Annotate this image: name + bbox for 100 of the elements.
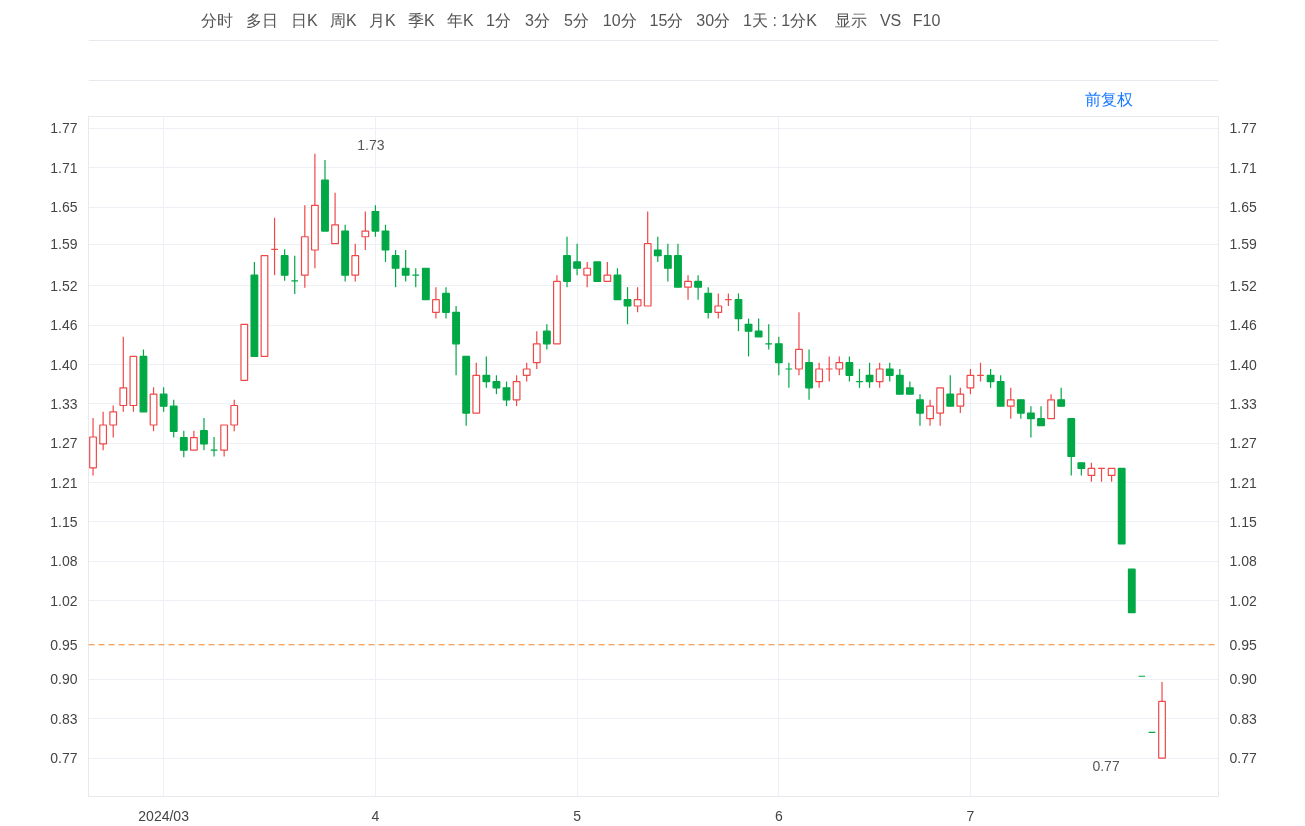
candlestick (532, 330, 541, 370)
y2-tick-label: 1.77 (1229, 120, 1257, 137)
text: 15分 (649, 12, 684, 29)
candlestick (684, 274, 692, 301)
candlestick (956, 387, 965, 414)
candlestick (633, 286, 642, 313)
y-tick-label: 0.77 (50, 750, 78, 767)
y-tick-label: 0.83 (50, 710, 78, 727)
candlestick (845, 355, 854, 383)
candlestick (1016, 399, 1025, 420)
candlestick (99, 411, 108, 451)
candlestick (583, 261, 592, 288)
text: F10 (912, 12, 941, 29)
x-tick-label: 4 (371, 807, 380, 824)
candlestick (593, 261, 602, 283)
candlestick (885, 362, 894, 383)
text: 1天 : 1分K (743, 12, 818, 29)
candlestick (663, 243, 672, 283)
text: VS (879, 12, 902, 29)
text: 季K (408, 12, 436, 29)
candlestick (1026, 405, 1035, 439)
candlestick (603, 261, 612, 283)
text: 多日 (246, 12, 279, 29)
y-tick-label: 1.71 (50, 159, 78, 176)
x-tick-label: 2024/03 (138, 807, 190, 824)
y2-tick-label: 1.15 (1229, 513, 1257, 530)
candlestick (704, 286, 713, 320)
candlestick (694, 274, 703, 301)
candlestick (109, 404, 118, 439)
candlestick (623, 286, 632, 325)
candlestick (200, 417, 208, 451)
y2-tick-label: 1.52 (1229, 277, 1257, 294)
y2-tick-label: 1.65 (1229, 199, 1257, 216)
x-tick-label: 6 (774, 807, 783, 824)
text: 前复权 (1084, 91, 1133, 108)
candlestick (361, 210, 370, 251)
y-tick-label: 1.08 (50, 553, 78, 570)
candlestick (754, 318, 763, 338)
y-tick-label: 1.59 (50, 236, 78, 253)
y-tick-label: 1.40 (50, 356, 78, 373)
candlestick (1087, 462, 1096, 483)
y2-tick-label: 1.33 (1229, 395, 1257, 412)
candlestick (280, 248, 289, 282)
candlestick (573, 243, 582, 276)
text: 1分 (485, 12, 511, 29)
y2-tick-label: 0.77 (1229, 750, 1257, 767)
text: 周K (330, 12, 358, 29)
y2-tick-label: 1.40 (1229, 356, 1257, 373)
text: 3分 (524, 12, 550, 29)
candlestick (1057, 387, 1066, 407)
text: 日K (291, 12, 319, 29)
text: 5分 (563, 12, 589, 29)
candlestick (512, 374, 521, 407)
candlestick (442, 286, 450, 320)
y-tick-label: 1.77 (50, 120, 78, 137)
y-tick-label: 1.33 (50, 395, 78, 412)
candlestick (744, 318, 753, 357)
candlestick (351, 243, 360, 283)
candlestick (865, 362, 874, 389)
y2-tick-label: 1.08 (1229, 553, 1257, 570)
x-tick-label: 5 (573, 807, 582, 824)
x-tick-label: 7 (966, 807, 975, 824)
annotation: 0.77 (1092, 758, 1120, 775)
candlestick (795, 311, 803, 376)
text: 分时 (201, 12, 234, 29)
text: 年K (446, 12, 474, 29)
y2-tick-label: 1.21 (1229, 474, 1257, 491)
text: 10分 (602, 12, 637, 29)
y-tick-label: 1.65 (50, 199, 78, 216)
y-tick-label: 1.52 (50, 277, 78, 294)
y2-tick-label: 0.90 (1229, 671, 1257, 688)
candlestick (331, 192, 339, 245)
y2-tick-label: 1.71 (1229, 159, 1257, 176)
y-tick-label: 1.27 (50, 435, 78, 452)
candlestick (431, 286, 440, 320)
candlestick (1037, 405, 1045, 427)
y2-tick-label: 1.46 (1229, 317, 1257, 334)
y-tick-label: 0.90 (50, 671, 78, 688)
candlestick (774, 336, 783, 376)
candlestick (916, 393, 924, 427)
candlestick (522, 362, 531, 383)
y2-tick-label: 0.83 (1229, 710, 1257, 727)
y2-tick-label: 1.27 (1229, 435, 1257, 452)
candlestick (835, 355, 844, 376)
text: 30分 (696, 12, 731, 29)
candlestick (875, 362, 884, 389)
y2-tick-label: 1.59 (1229, 236, 1257, 253)
candlestick (966, 368, 975, 395)
candlestick (734, 292, 743, 332)
candlestick (1006, 387, 1015, 420)
text: 显示 (834, 12, 867, 29)
candlestick (159, 386, 168, 413)
candlestick (714, 292, 723, 320)
y-tick-label: 1.46 (50, 317, 78, 334)
candlestick (895, 368, 904, 395)
annotation: 1.73 (357, 137, 385, 154)
candlestick (1047, 393, 1056, 420)
candlestick (179, 430, 188, 458)
text: 月K (369, 12, 397, 29)
candlestick (815, 362, 824, 389)
